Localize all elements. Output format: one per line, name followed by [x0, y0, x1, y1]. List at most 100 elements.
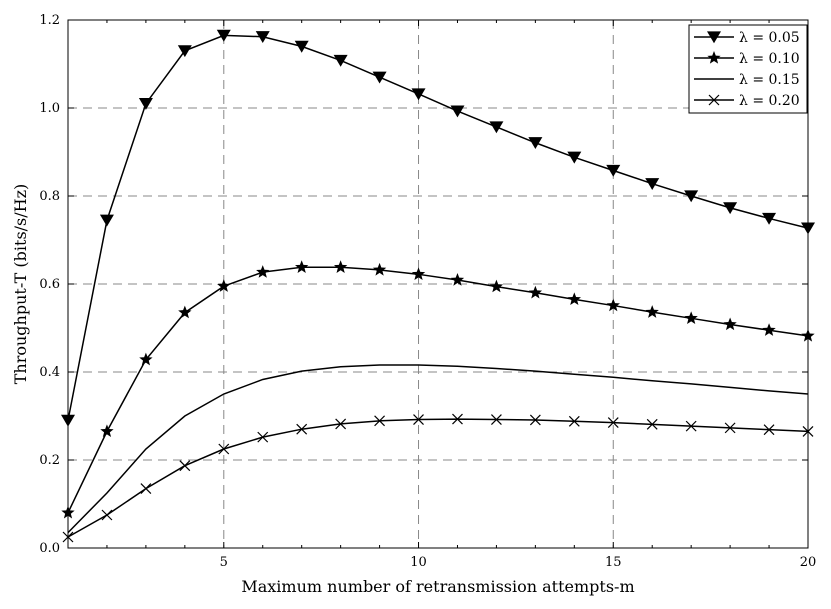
series-1-point: [177, 45, 192, 58]
x-tick-label: 10: [410, 555, 427, 570]
marker-stroke: [490, 414, 502, 425]
y-tick-label: 0.6: [39, 277, 60, 292]
series-1-point: [528, 137, 543, 150]
y-tick-label: 0.8: [39, 189, 60, 204]
y-tick-label: 0.2: [39, 453, 60, 468]
legend: λ = 0.05 λ = 0.10 λ = 0.15 λ = 0.20: [688, 24, 808, 114]
marker-stroke: [568, 415, 580, 427]
marker-stroke: [708, 94, 720, 106]
series-1-point: [138, 98, 153, 110]
legend-label: λ = 0.20: [739, 93, 800, 109]
series-4-point: [685, 420, 697, 432]
marker-stroke: [140, 483, 152, 495]
series-2-point: [723, 317, 737, 331]
y-axis-label: Throughput-T (bits/s/Hz): [11, 184, 30, 385]
y-tick-label: 1.0: [39, 101, 60, 116]
series-1-point: [99, 214, 114, 227]
series-1-point: [567, 151, 582, 164]
series-1-point: [255, 31, 270, 44]
series-2-point: [372, 262, 387, 276]
series-1-line: [67, 34, 809, 421]
legend-box: [688, 24, 808, 114]
legend-label: λ = 0.10: [739, 51, 800, 67]
series-1-point: [333, 54, 348, 67]
series-2-point: [567, 292, 581, 306]
marker-stroke: [179, 460, 191, 472]
series-1-point: [684, 190, 699, 203]
marker-stroke: [724, 422, 736, 434]
series-4-point: [646, 418, 658, 430]
series-1-point: [294, 40, 309, 53]
series-4-point: [490, 414, 502, 425]
y-tick-label: 0.0: [39, 541, 60, 556]
marker-stroke: [296, 423, 308, 435]
marker-stroke: [452, 413, 463, 425]
series-1-point: [606, 164, 621, 177]
y-tick-label: 1.2: [39, 13, 60, 28]
series-2-point: [256, 265, 270, 278]
series-4-point: [568, 415, 580, 427]
legend-marker: [708, 94, 720, 106]
series-4-point: [413, 414, 424, 425]
x-tick-label: 5: [220, 555, 228, 570]
series-4-point: [179, 460, 191, 472]
series-4-point: [763, 424, 775, 436]
series-2-point: [606, 298, 620, 312]
marker-stroke: [335, 418, 347, 430]
marker-stroke: [529, 414, 541, 426]
series-2-point: [217, 279, 231, 292]
series-4-point: [218, 443, 230, 455]
marker-stroke: [218, 443, 230, 455]
series-4-line: [67, 418, 809, 538]
series-2-point: [178, 305, 192, 319]
marker-stroke: [257, 431, 269, 443]
series-2-line: [67, 266, 809, 514]
series-2-point: [333, 260, 348, 273]
x-tick-label: 15: [605, 555, 622, 570]
series-2-point: [100, 424, 114, 438]
marker-stroke: [101, 509, 113, 521]
series-2-point: [139, 352, 153, 366]
series-4-point: [724, 422, 736, 434]
marker-stroke: [374, 415, 386, 427]
series-2-point: [528, 285, 543, 299]
series-1: [61, 29, 815, 427]
series-1-point: [723, 202, 738, 215]
series-4-point: [257, 431, 269, 443]
series-4-point: [452, 413, 463, 425]
marker-stroke: [763, 424, 775, 436]
y-tick-label: 0.4: [39, 365, 60, 380]
series-1-point: [762, 212, 777, 225]
series-4-point: [296, 423, 308, 435]
series-4-point: [101, 509, 113, 521]
legend-marker: [707, 51, 721, 64]
series-1-point: [216, 29, 231, 42]
marker-stroke: [607, 417, 619, 429]
series-1-point: [489, 121, 504, 134]
marker-stroke: [646, 418, 658, 430]
series-4-point: [335, 418, 347, 430]
series-2-point: [762, 323, 776, 336]
series-4-point: [529, 414, 541, 426]
marker-stroke: [413, 414, 424, 425]
x-tick-label: 20: [800, 555, 817, 570]
series-4-point: [374, 415, 386, 427]
series-1-point: [372, 71, 387, 84]
marker-stroke: [685, 420, 697, 432]
series-4: [62, 413, 814, 543]
legend-label: λ = 0.15: [739, 72, 800, 88]
legend-marker: [707, 31, 721, 44]
series-1-point: [450, 105, 465, 118]
series-2-point: [489, 279, 504, 293]
series-2-point: [295, 260, 309, 273]
axis-ticks: 5 10 15 20 0.0 0.2 0.4 0.6 0.8 1.0 1.2: [39, 13, 816, 570]
series-4-point: [140, 483, 152, 495]
series-layer: [61, 29, 815, 543]
series-1-point: [411, 88, 426, 101]
series-2-point: [450, 273, 465, 286]
series-2-point: [645, 305, 659, 318]
series-2-point: [411, 267, 426, 280]
series-2-point: [684, 311, 698, 324]
legend-label: λ = 0.05: [739, 30, 800, 46]
